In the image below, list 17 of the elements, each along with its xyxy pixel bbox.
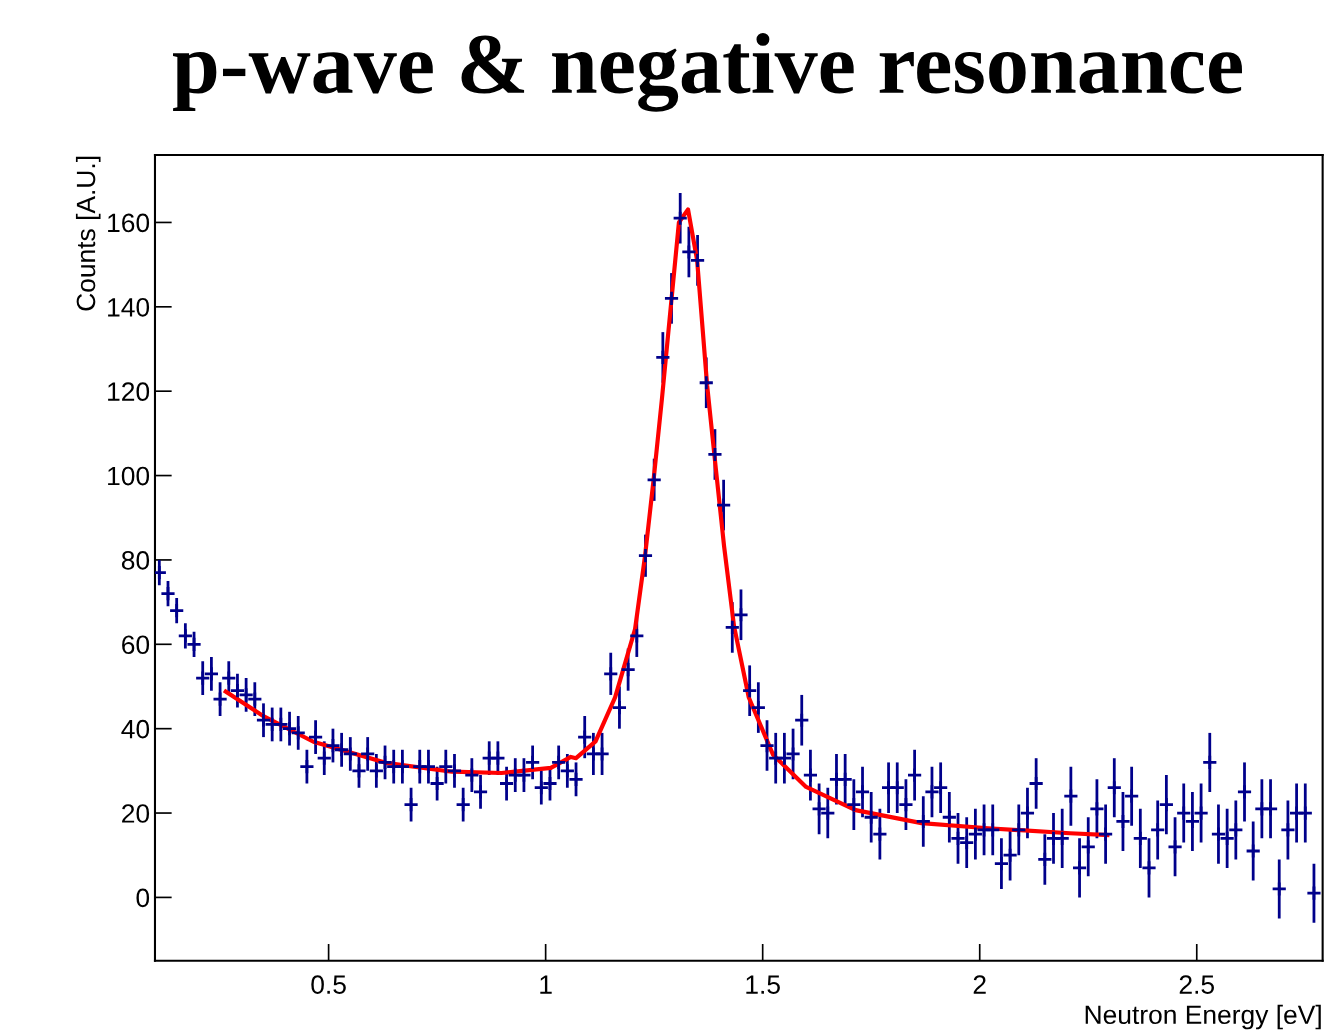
y-tick-label: 20 [122,804,150,823]
x-tick-label: 2.5 [1179,975,1214,994]
x-tick-label: 2 [973,975,986,994]
y-tick-label: 60 [122,635,150,655]
y-tick-label: 100 [108,466,150,486]
x-tick-label: 0.5 [311,975,346,994]
y-axis-title: Counts [A.U.] [75,156,101,311]
y-tick-label: 0 [136,888,150,908]
y-tick-label: 80 [121,551,150,570]
x-tick-label: 1.5 [746,975,780,994]
x-axis-title: Neutron Energy [eV] [1085,1004,1321,1030]
y-tick-label: 120 [108,382,150,402]
x-tick-label: 1 [540,975,552,994]
y-tick-label: 140 [108,297,150,317]
chart-title: p-wave & negative resonance [173,32,1242,112]
y-tick-label: 40 [121,719,150,739]
y-tick-label: 160 [108,213,150,233]
